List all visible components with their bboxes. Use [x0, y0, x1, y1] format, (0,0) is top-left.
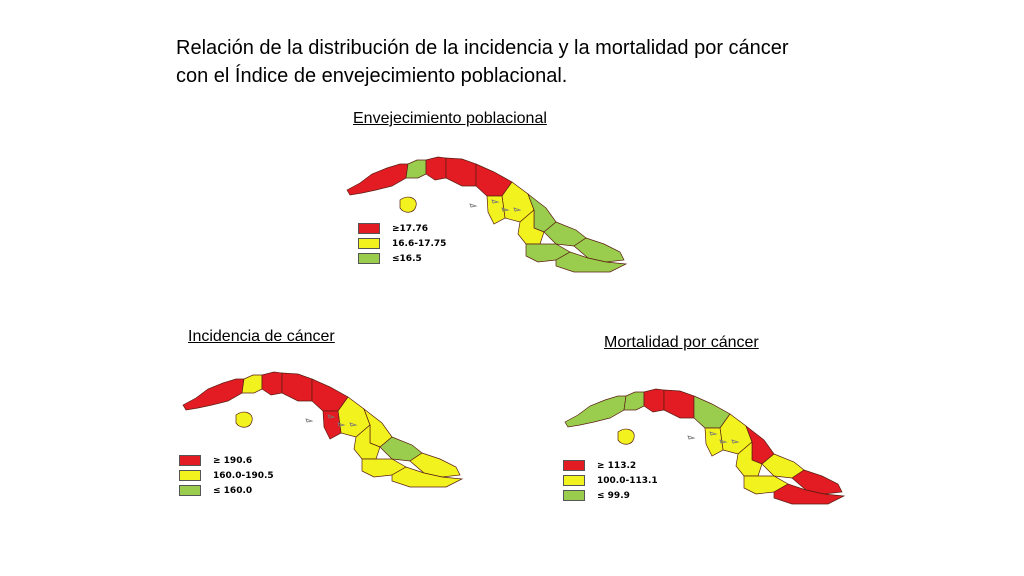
cay-outline: [501, 207, 510, 212]
legend-swatch: [563, 460, 585, 471]
province-region: [486, 195, 506, 225]
province-region: [322, 410, 342, 440]
map-mortalidad: [564, 388, 846, 505]
legend-row: ≥ 113.2: [563, 458, 658, 473]
legend-mortalidad: ≥ 113.2 100.0-113.1 ≤ 99.9: [563, 458, 658, 503]
legend-swatch: [179, 485, 201, 496]
map-label-mortalidad: Mortalidad por cáncer: [604, 334, 759, 351]
legend-row: ≤ 99.9: [563, 488, 658, 503]
cay-outline: [327, 414, 336, 419]
province-region: [445, 157, 477, 187]
legend-swatch: [563, 475, 585, 486]
province-region: [517, 209, 545, 245]
province-region: [735, 441, 763, 477]
legend-label: ≥ 113.2: [597, 460, 637, 471]
legend-swatch: [563, 490, 585, 501]
legend-row: ≥17.76: [358, 221, 446, 236]
map-incidencia: [182, 371, 464, 488]
legend-row: 16.6-17.75: [358, 236, 446, 251]
province-region: [281, 372, 313, 402]
legend-label: 100.0-113.1: [597, 475, 658, 486]
legend-label: 160.0-190.5: [213, 470, 274, 481]
province-region: [704, 427, 724, 457]
isla-juventud: [617, 428, 635, 445]
legend-swatch: [358, 253, 380, 264]
cay-outline: [337, 422, 346, 427]
legend-swatch: [179, 470, 201, 481]
legend-label: ≤16.5: [392, 253, 422, 264]
cay-outline: [513, 207, 522, 212]
title-line-1: Relación de la distribución de la incide…: [176, 37, 789, 59]
legend-label: ≤ 99.9: [597, 490, 630, 501]
cay-outline: [491, 199, 500, 204]
province-region: [773, 483, 846, 505]
title-line-2: con el Índice de envejecimiento poblacio…: [176, 65, 568, 87]
province-region: [555, 251, 628, 273]
map-label-incidencia: Incidencia de cáncer: [188, 328, 335, 345]
province-region: [182, 378, 245, 411]
legend-row: ≤16.5: [358, 251, 446, 266]
province-region: [564, 395, 627, 428]
legend-swatch: [179, 455, 201, 466]
legend-row: 160.0-190.5: [179, 468, 274, 483]
slide-title: Relación de la distribución de la incide…: [176, 34, 876, 90]
province-region: [643, 388, 665, 413]
province-region: [623, 391, 645, 411]
isla-juventud: [235, 411, 253, 428]
legend-label: ≥17.76: [392, 223, 429, 234]
province-region: [791, 469, 843, 495]
province-region: [409, 452, 461, 478]
province-region: [353, 424, 381, 460]
province-region: [573, 237, 625, 263]
cay-outline: [305, 418, 314, 423]
legend-swatch: [358, 238, 380, 249]
cay-outline: [709, 431, 718, 436]
legend-swatch: [358, 223, 380, 234]
province-region: [425, 156, 447, 181]
province-region: [391, 466, 464, 488]
legend-label: ≤ 160.0: [213, 485, 253, 496]
legend-envejecimiento: ≥17.76 16.6-17.75 ≤16.5: [358, 221, 446, 266]
cay-outline: [731, 439, 740, 444]
map-envejecimiento: [346, 156, 628, 273]
province-region: [663, 389, 695, 419]
legend-label: 16.6-17.75: [392, 238, 447, 249]
map-label-envejecimiento: Envejecimiento poblacional: [353, 110, 547, 127]
legend-incidencia: ≥ 190.6 160.0-190.5 ≤ 160.0: [179, 453, 274, 498]
province-region: [241, 374, 263, 394]
cay-outline: [719, 439, 728, 444]
legend-label: ≥ 190.6: [213, 455, 253, 466]
isla-juventud: [399, 196, 417, 213]
legend-row: ≥ 190.6: [179, 453, 274, 468]
province-region: [405, 159, 427, 179]
legend-row: ≤ 160.0: [179, 483, 274, 498]
legend-row: 100.0-113.1: [563, 473, 658, 488]
cay-outline: [469, 203, 478, 208]
cay-outline: [687, 435, 696, 440]
province-region: [261, 371, 283, 396]
cay-outline: [349, 422, 358, 427]
province-region: [346, 163, 409, 196]
